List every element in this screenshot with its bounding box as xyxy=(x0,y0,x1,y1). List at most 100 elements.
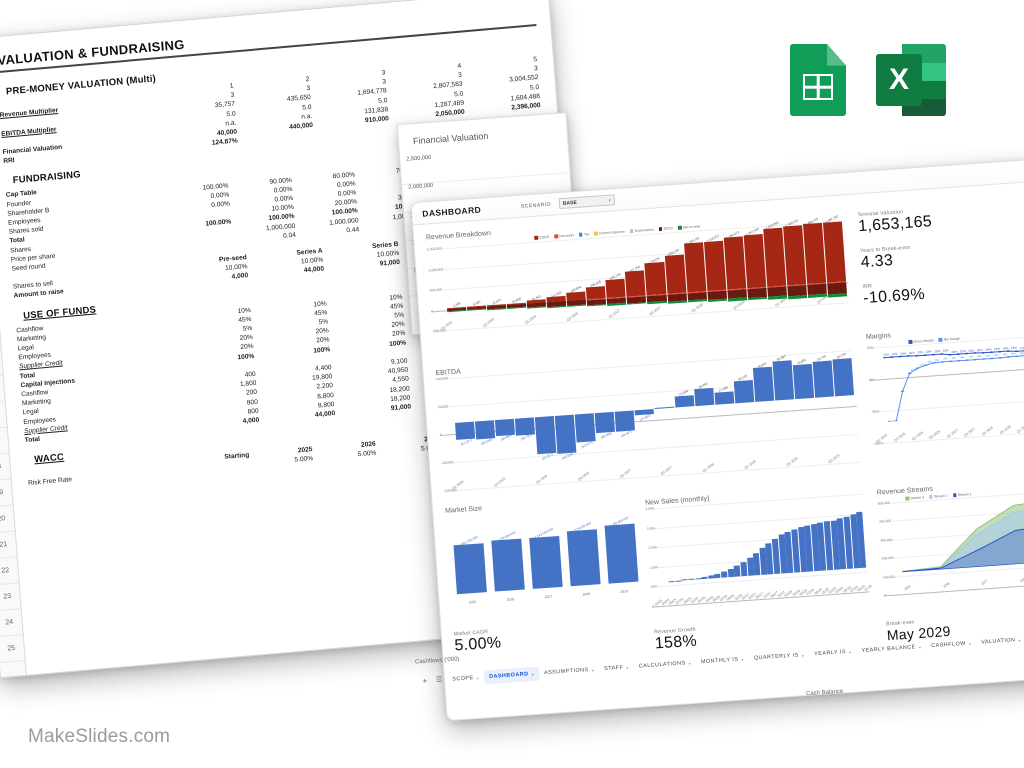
bar-group[interactable]: 1,091,200,000 2025 xyxy=(452,528,487,604)
ebitda-panel: EBITDA 100,000 50,000 0 -50,000 -100,000 (37,… xyxy=(435,341,861,502)
data-point xyxy=(894,420,899,422)
line-value-label: 17% xyxy=(1019,345,1024,351)
legend-item: Discounts xyxy=(554,233,575,239)
bar xyxy=(594,411,616,434)
bar-net-income xyxy=(827,292,848,298)
x-axis-tick: 2025 xyxy=(468,599,477,605)
bar-net-income xyxy=(647,301,667,305)
tab-staff[interactable]: STAFF ▾ xyxy=(599,660,635,676)
tab-assumptions[interactable]: ASSUMPTIONS ▾ xyxy=(539,662,600,680)
y-axis-tick: 1,500 xyxy=(648,545,657,550)
tab-label: MONTHLY IS xyxy=(700,656,739,666)
data-point xyxy=(990,357,994,360)
scenario-value: BASE xyxy=(562,199,578,207)
y-axis-tick: 2,000 xyxy=(646,525,656,531)
row-number[interactable]: 24 xyxy=(0,609,23,638)
chevron-down-icon[interactable]: ▾ xyxy=(848,649,852,655)
chevron-down-icon[interactable]: ▾ xyxy=(476,675,480,681)
bar-group[interactable]: 1,220,000,000 2028 xyxy=(566,520,601,596)
tab-label: DASHBOARD xyxy=(488,671,529,681)
tab-cashflow[interactable]: CASHFLOW ▾ xyxy=(926,636,977,653)
bar xyxy=(708,575,715,579)
chevron-down-icon[interactable]: ▾ xyxy=(626,664,629,670)
bar-net-income xyxy=(787,295,807,300)
legend-swatch xyxy=(594,231,598,236)
bar-cogs xyxy=(743,233,767,288)
legend-label: Discounts xyxy=(559,233,575,239)
data-point xyxy=(914,354,919,357)
row-number[interactable]: 19 xyxy=(0,479,13,508)
line-value-label: 19% xyxy=(993,346,1001,352)
sheets-grid-glyph xyxy=(803,74,833,100)
tab-label: YEARLY IS xyxy=(814,649,847,658)
legend-swatch xyxy=(534,235,538,240)
chevron-down-icon[interactable]: ▾ xyxy=(801,652,805,658)
row-number[interactable]: 22 xyxy=(0,557,19,586)
line-value-label: 24% xyxy=(900,351,907,356)
chevron-down-icon[interactable]: ▾ xyxy=(591,667,595,673)
bar-group[interactable]: 1,141,500,000 2027 xyxy=(528,523,563,599)
dashboard-card[interactable]: DASHBOARD SCENARIO BASE ▾ Revenue Breakd… xyxy=(410,158,1024,722)
chevron-down-icon[interactable]: ▾ xyxy=(531,671,535,677)
bar xyxy=(752,367,774,402)
all-sheets-menu-icon[interactable]: ☰ xyxy=(435,676,443,684)
y-axis-tick: 0 xyxy=(439,432,442,438)
tab-dashboard[interactable]: DASHBOARD ▾ xyxy=(483,666,540,685)
bar-group[interactable]: 1,482,792 xyxy=(822,214,846,283)
bar xyxy=(714,573,721,579)
data-point xyxy=(1014,350,1019,353)
row-number[interactable]: 20 xyxy=(0,505,15,534)
google-sheets-icon[interactable] xyxy=(790,44,846,116)
y-axis-tick: 500,000 xyxy=(429,287,443,293)
legend-item: Interest Expense xyxy=(594,230,625,236)
data-point xyxy=(890,356,894,358)
y-axis-tick: 500 xyxy=(650,584,657,590)
tab-scope[interactable]: SCOPE ▾ xyxy=(447,670,485,687)
bar xyxy=(574,413,596,443)
legend-item: COGS xyxy=(534,235,549,240)
line-value-label: 23% xyxy=(934,349,941,354)
chevron-down-icon[interactable]: ▾ xyxy=(688,660,692,666)
dashboard-title: DASHBOARD xyxy=(421,204,482,219)
tab-quarterly-is[interactable]: QUARTERLY IS ▾ xyxy=(748,648,809,666)
data-point xyxy=(1006,350,1010,352)
gridline xyxy=(443,461,861,492)
kpi-value: 5.00% xyxy=(453,634,502,655)
line-value-label: 4% xyxy=(977,354,982,359)
bar-net-income xyxy=(447,309,467,312)
legend-swatch xyxy=(578,232,583,237)
bar xyxy=(453,543,487,595)
line-value-label: 4% xyxy=(951,356,957,361)
x-axis-tick: 2027 xyxy=(544,594,553,600)
bar xyxy=(693,387,714,407)
tab-label: CALCULATIONS xyxy=(638,660,686,670)
row-number[interactable]: 23 xyxy=(0,583,21,612)
tab-yearly-is[interactable]: YEARLY IS ▾ xyxy=(809,644,857,661)
row-number[interactable]: 21 xyxy=(0,531,17,560)
line-value-label: -18% xyxy=(909,368,918,373)
data-point xyxy=(957,359,961,362)
tab-valuation[interactable]: VALUATION ▾ xyxy=(976,633,1024,650)
chevron-down-icon[interactable]: ▾ xyxy=(918,644,922,650)
line-value-label: 4% xyxy=(994,353,999,358)
line-value-label: 4% xyxy=(968,354,974,360)
legend-item: OPEX xyxy=(658,226,673,231)
add-sheet-icon[interactable]: + xyxy=(422,676,428,686)
tab-label: YEARLY BALANCE xyxy=(861,644,917,655)
tab-calculations[interactable]: CALCULATIONS ▾ xyxy=(633,656,696,674)
kpi-revenue-growth: Revenue Growth 158% xyxy=(654,627,698,654)
chevron-down-icon[interactable]: ▾ xyxy=(968,640,972,647)
microsoft-excel-icon[interactable]: X xyxy=(876,44,946,116)
bar-group[interactable]: 1,282,800,000 2029 xyxy=(604,515,639,594)
chevron-down-icon[interactable]: ▾ xyxy=(1018,637,1022,643)
bar-series: 1,091,200,000 2025 1,135,000,000 2026 1,141,… xyxy=(452,515,639,604)
chevron-down-icon[interactable]: ▾ xyxy=(741,656,745,662)
margins-plot: 50% 0% -50% -100% 24% 24% 24% 24% 23% 23% 23% 23% 20… xyxy=(867,335,1024,446)
row-number[interactable]: 25 xyxy=(0,635,25,664)
margins-lines xyxy=(882,336,1024,422)
bar-cogs xyxy=(723,236,747,290)
bar-group[interactable]: 1,135,000,000 2026 xyxy=(490,526,525,602)
tab-monthly-is[interactable]: MONTHLY IS ▾ xyxy=(696,652,750,670)
scenario-dropdown[interactable]: BASE ▾ xyxy=(558,194,616,210)
bar xyxy=(495,418,516,436)
